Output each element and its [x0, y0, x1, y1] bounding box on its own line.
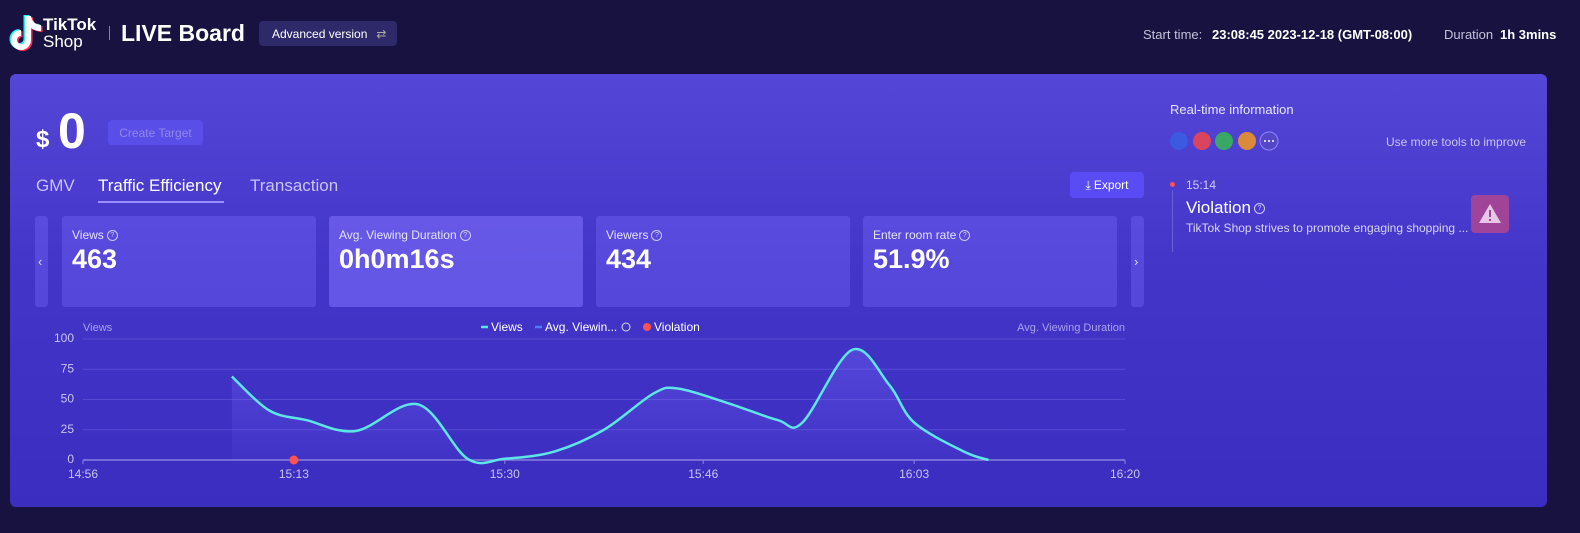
event-title: Violation?	[1186, 198, 1265, 218]
tab-underline	[98, 201, 224, 203]
metric-value: 0h0m16s	[339, 244, 455, 274]
y-tick-label: 50	[61, 392, 75, 406]
metric-label: Enter room rate	[873, 228, 957, 242]
realtime-title: Real-time information	[1170, 102, 1294, 117]
download-icon: ⤓	[1085, 177, 1091, 192]
card-peek	[35, 216, 48, 307]
legend-label: Views	[491, 320, 523, 334]
x-tick-label: 15:46	[688, 467, 718, 481]
metric-card: Viewers? 434	[596, 216, 850, 307]
logo-icon	[9, 15, 43, 51]
event-title-text: Violation	[1186, 198, 1251, 217]
x-tick-label: 16:20	[1110, 467, 1140, 481]
y-axis-label: Views	[83, 322, 113, 334]
metric-label: Avg. Viewing Duration	[339, 228, 457, 242]
legend-swatch	[643, 323, 651, 331]
tab-active[interactable]: Traffic Efficiency	[98, 176, 222, 195]
x-tick-label: 16:03	[899, 467, 929, 481]
timeline	[1172, 190, 1173, 252]
event-time: 15:14	[1186, 178, 1217, 192]
card-peek	[1131, 216, 1144, 307]
metric-card: Views? 463	[62, 216, 316, 307]
currency: $	[36, 126, 50, 153]
duration: 1h 3mins	[1500, 27, 1557, 42]
event-dot	[1170, 182, 1175, 187]
tool-icons	[1170, 131, 1279, 151]
tools-hint[interactable]: Use more tools to improve	[1386, 135, 1527, 149]
logo-top: TikTok	[43, 15, 97, 34]
metric-value: 463	[72, 244, 118, 274]
next-arrow[interactable]: ›	[1134, 254, 1139, 269]
metric-card: Enter room rate? 51.9%	[863, 216, 1117, 307]
metric-card: Avg. Viewing Duration? 0h0m16s	[329, 216, 583, 307]
legend-label: Avg. Viewin...	[545, 320, 617, 334]
legend-label: Violation	[654, 320, 700, 334]
y-tick-label: 75	[61, 361, 75, 375]
start-time: 23:08:45 2023-12-18 (GMT-08:00)	[1212, 27, 1413, 42]
metric-value: 434	[606, 244, 652, 274]
tab[interactable]: GMV	[36, 176, 75, 195]
export-button[interactable]: ⤓ Export	[1070, 172, 1144, 198]
event-description: TikTok Shop strives to promote engaging …	[1186, 221, 1469, 235]
create-target-button[interactable]: Create Target	[108, 120, 203, 145]
page-title: LIVE Board	[121, 20, 245, 46]
duration-label: Duration	[1444, 27, 1494, 42]
amount: 0	[58, 103, 86, 159]
metric-label: Viewers	[606, 228, 649, 242]
x-tick-label: 14:56	[68, 467, 98, 481]
x-tick-label: 15:30	[490, 467, 520, 481]
line	[231, 347, 989, 465]
warning-icon	[1471, 195, 1509, 233]
info-icon	[621, 322, 631, 332]
logo-bottom: Shop	[43, 32, 83, 51]
area	[231, 349, 989, 464]
divider	[109, 26, 110, 40]
metric-label: Views	[72, 228, 104, 242]
y-tick-label: 100	[54, 331, 74, 345]
y2-axis-label: Avg. Viewing Duration	[1017, 322, 1125, 334]
version-text: Advanced version	[272, 26, 368, 41]
tab[interactable]: Transaction	[250, 176, 339, 195]
switch-icon: ⇄	[376, 26, 387, 41]
prev-arrow[interactable]: ‹	[38, 254, 43, 269]
x-tick-label: 15:13	[279, 467, 309, 481]
export-text: Export	[1093, 178, 1129, 192]
violation-marker	[289, 455, 299, 465]
metric-value: 51.9%	[873, 244, 950, 274]
y-tick-label: 0	[67, 452, 74, 466]
y-tick-label: 25	[61, 422, 75, 436]
version-button[interactable]: Advanced version ⇄	[259, 21, 397, 46]
start-label: Start time:	[1143, 27, 1203, 42]
